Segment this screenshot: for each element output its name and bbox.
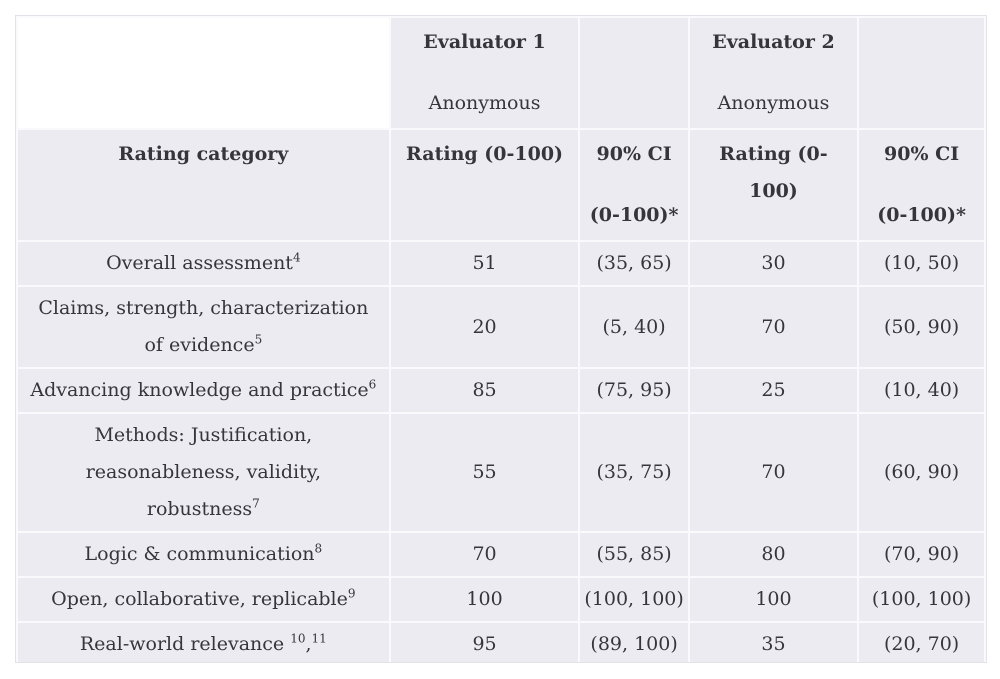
column-header-row: Rating category Rating (0-100) 90% CI (0… (16, 128, 986, 242)
ratings-table-wrapper: Evaluator 1 Anonymous Evaluator 2 Anonym… (15, 15, 987, 663)
corner-cell (16, 16, 391, 130)
evaluator2-ci-header: 90% CI (0-100)* (857, 128, 986, 242)
evaluator1-ci-cell: (35, 65) (578, 240, 690, 287)
evaluator2-rating-cell: 30 (687, 240, 860, 287)
rating-category-cell: Real-world relevance 10,11 (16, 621, 391, 662)
footnote-reference: 4 (292, 250, 301, 265)
evaluator2-ci-cell: (20, 70) (857, 621, 986, 662)
evaluator1-header-cell: Evaluator 1 Anonymous (388, 16, 581, 130)
evaluator1-ci-cell: (55, 85) (578, 531, 690, 578)
evaluator2-rating-cell: 35 (687, 621, 860, 662)
evaluator1-rating-cell: 70 (388, 531, 581, 578)
footnote-reference: 7 (252, 496, 260, 511)
evaluator1-subtitle: Anonymous (428, 92, 541, 114)
evaluator1-ci-cell: (5, 40) (578, 285, 690, 369)
evaluator2-rating-cell: 70 (687, 285, 860, 369)
evaluator1-ci-spacer-cell (578, 16, 690, 130)
table-row: Real-world relevance 10,11 95 (89, 100) 35(… (16, 621, 986, 662)
evaluator2-ci-spacer-cell (857, 16, 986, 130)
evaluator1-rating-cell: 95 (388, 621, 581, 662)
rating-category-header: Rating category (16, 128, 391, 242)
table-body: Overall assessment4 51 (35, 65) 30 (10, 50) C… (16, 240, 986, 662)
evaluator2-rating-cell: 80 (687, 531, 860, 578)
rating-category-cell: Advancing knowledge and practice6 (16, 367, 391, 414)
evaluator1-rating-cell: 20 (388, 285, 581, 369)
rating-category-cell: Overall assessment4 (16, 240, 391, 287)
evaluator1-rating-cell: 85 (388, 367, 581, 414)
evaluator1-ci-cell: (35, 75) (578, 412, 690, 533)
table-row: Overall assessment4 51 (35, 65) 30 (10, 50) (16, 240, 986, 287)
evaluator-ratings-table: Evaluator 1 Anonymous Evaluator 2 Anonym… (16, 16, 986, 662)
table-row: Claims, strength, characterization of ev… (16, 285, 986, 369)
evaluator1-ci-cell: (100, 100) (578, 576, 690, 623)
footnote-reference: 10 (290, 631, 306, 646)
evaluator2-subtitle: Anonymous (717, 92, 830, 114)
rating-category-cell: Logic & communication8 (16, 531, 391, 578)
evaluator2-title: Evaluator 2 (712, 31, 835, 53)
evaluator2-ci-cell: (60, 90) (857, 412, 986, 533)
evaluator2-ci-cell: (50, 90) (857, 285, 986, 369)
table-row: Open, collaborative, replicable9 100 (100,… (16, 576, 986, 623)
evaluator2-ci-cell: (10, 40) (857, 367, 986, 414)
footnote-reference: 6 (368, 377, 377, 392)
evaluator1-rating-cell: 100 (388, 576, 581, 623)
evaluator1-ci-header: 90% CI (0-100)* (578, 128, 690, 242)
evaluator1-rating-cell: 51 (388, 240, 581, 287)
rating-category-cell: Methods: Justification, reasonableness, … (16, 412, 391, 533)
table-row: Advancing knowledge and practice6 85 (75, … (16, 367, 986, 414)
evaluator2-ci-cell: (10, 50) (857, 240, 986, 287)
footnote-reference: 9 (347, 586, 356, 601)
evaluator2-rating-cell: 70 (687, 412, 860, 533)
evaluator1-title: Evaluator 1 (423, 31, 546, 53)
evaluator1-rating-header: Rating (0-100) (388, 128, 581, 242)
evaluator2-rating-header: Rating (0-100) (687, 128, 860, 242)
rating-category-cell: Claims, strength, characterization of ev… (16, 285, 391, 369)
evaluator-header-row: Evaluator 1 Anonymous Evaluator 2 Anonym… (16, 16, 986, 130)
evaluator1-rating-cell: 55 (388, 412, 581, 533)
footnote-reference: 5 (254, 332, 263, 347)
footnote-reference: 8 (314, 541, 323, 556)
table-header: Evaluator 1 Anonymous Evaluator 2 Anonym… (16, 16, 986, 242)
table-row: Methods: Justification, reasonableness, … (16, 412, 986, 533)
evaluator1-ci-cell: (75, 95) (578, 367, 690, 414)
evaluator2-header-cell: Evaluator 2 Anonymous (687, 16, 860, 130)
table-row: Logic & communication8 70 (55, 85) 80 (70, 9… (16, 531, 986, 578)
evaluator2-ci-cell: (70, 90) (857, 531, 986, 578)
evaluator2-rating-cell: 100 (687, 576, 860, 623)
evaluator2-rating-cell: 25 (687, 367, 860, 414)
rating-category-cell: Open, collaborative, replicable9 (16, 576, 391, 623)
evaluator1-ci-cell: (89, 100) (578, 621, 690, 662)
footnote-reference: 11 (311, 631, 327, 646)
evaluator2-ci-cell: (100, 100) (857, 576, 986, 623)
